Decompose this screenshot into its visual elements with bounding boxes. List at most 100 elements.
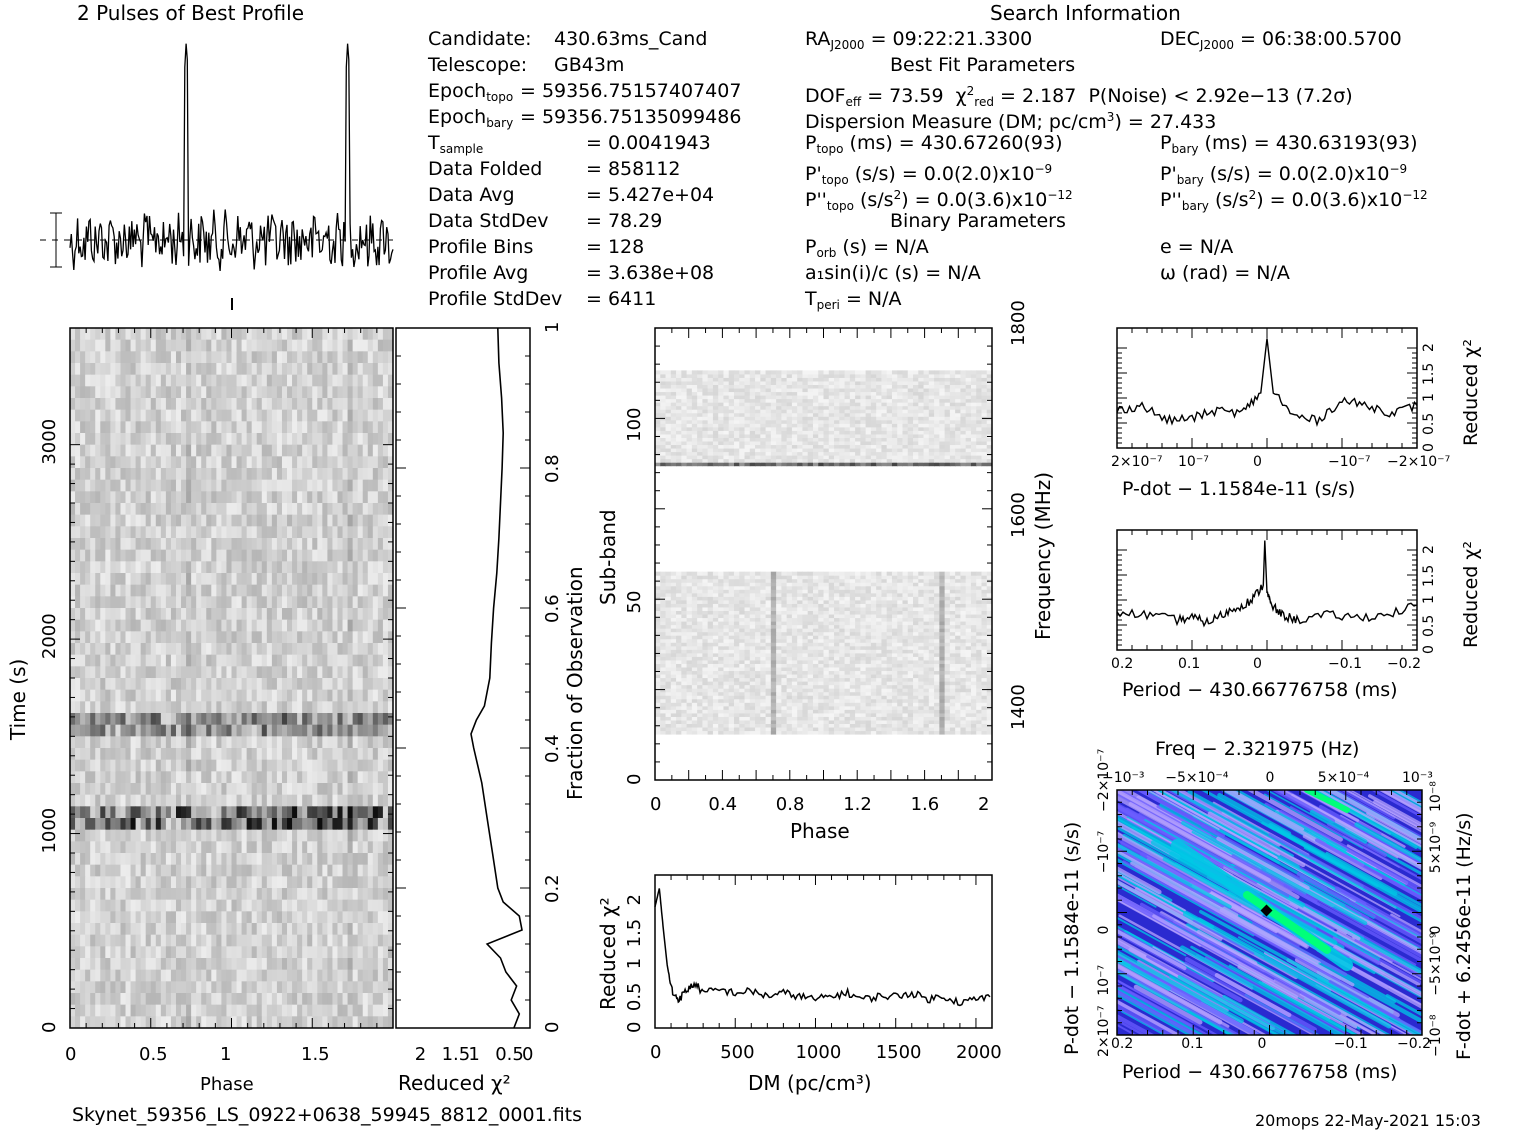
p-pdot-xtick: 0.1 — [1181, 1036, 1203, 1052]
pdot-bary-line: P'bary (s/s) = 0.0(2.0)x10−9 — [1160, 162, 1408, 187]
p-pdot-xlabel: Period − 430.66776758 (ms) — [1122, 1061, 1398, 1083]
a1-line: a₁sin(i)/c (s) = N/A — [805, 262, 981, 284]
period-chi2-plot-xtick: 0.2 — [1111, 656, 1133, 672]
info-label: Profile Bins — [428, 236, 534, 258]
time-phase-xtick: 0 — [65, 1044, 76, 1065]
period-chi2-plot-xlabel: Period − 430.66776758 (ms) — [1122, 679, 1398, 701]
info-value: = 858112 — [586, 158, 681, 180]
time-chi2-xtick: 1.5 — [442, 1044, 471, 1065]
p-pdot-ytick: −2×10⁻⁷ — [1096, 749, 1112, 812]
p-pdot-y2tick: −5×10⁻⁹ — [1428, 932, 1444, 996]
best-fit-marker — [1260, 904, 1273, 917]
p-pdot-xtick: 0 — [1258, 1036, 1267, 1052]
info-value: = 59356.75157407407 — [520, 80, 742, 102]
time-chi2-xtick: 1 — [468, 1044, 479, 1065]
info-value: = 5.427e+04 — [586, 184, 715, 206]
pdot-chi2-plot-ytick: 0.5 — [1421, 413, 1437, 435]
p-pdot-x2tick: 5×10⁻⁴ — [1318, 770, 1370, 786]
time-chi2-line — [470, 327, 523, 1029]
info-value: GB43m — [554, 54, 625, 76]
info-value: 430.63ms_Cand — [554, 28, 708, 50]
time-phase-ylabel: Time (s) — [6, 659, 30, 741]
period-chi2-plot-ytick: 2 — [1421, 545, 1437, 554]
time-chi2-ytick: 0 — [542, 1022, 563, 1033]
p-pdot-y2label: F-dot + 6.2456e-11 (Hz/s) — [1453, 812, 1475, 1060]
info-label: Telescope: — [428, 54, 528, 76]
time-chi2-plot — [470, 327, 523, 1029]
pddot-topo-line: P''topo (s/s2) = 0.0(3.6)x10−12 — [805, 188, 1073, 213]
time-chi2-frame — [395, 327, 531, 1029]
p-pdot-xtick: −0.1 — [1334, 1036, 1368, 1052]
info-label: Epochbary — [428, 106, 514, 130]
p-pdot-y2tick: 5×10⁻⁹ — [1428, 821, 1444, 873]
period-chi2-plot-xtick: −0.1 — [1328, 656, 1362, 672]
time-phase-heatmap — [70, 328, 394, 1029]
dm-xtick: 2000 — [956, 1042, 1002, 1063]
filename: Skynet_59356_LS_0922+0638_59945_8812_000… — [72, 1104, 583, 1126]
pdot-chi2-plot-ytick: 0 — [1421, 443, 1437, 452]
time-phase-ytick: 2000 — [39, 613, 60, 659]
period-chi2-plot-line — [1116, 540, 1418, 628]
profile-plot — [40, 43, 394, 310]
ecc-line: e = N/A — [1160, 236, 1234, 258]
dm-chi2-plot — [654, 888, 991, 1007]
dm-xtick: 0 — [650, 1042, 661, 1063]
pdot-chi2-plot-ylabel: Reduced χ² — [1460, 339, 1482, 446]
time-phase-xtick: 1.5 — [301, 1044, 330, 1065]
period-chi2-plot-xtick: 0.1 — [1178, 656, 1200, 672]
period-chi2-plot-ytick: 0.5 — [1421, 615, 1437, 637]
subband-ytick: 0 — [624, 774, 645, 785]
p-pdot-x2tick: 10⁻³ — [1402, 770, 1433, 786]
pdot-chi2-plot-xtick: 0 — [1253, 454, 1262, 470]
time-phase-xtick: 0.5 — [139, 1044, 168, 1065]
ra-line: RAJ2000 = 09:22:21.3300 — [805, 28, 1033, 52]
dm-ytick: 2 — [624, 894, 645, 905]
freq-axis-title: Freq − 2.321975 (Hz) — [1155, 738, 1359, 760]
profile-title: 2 Pulses of Best Profile — [77, 1, 304, 25]
time-phase-xtick: 1 — [220, 1044, 231, 1065]
dm-ytick: 1.5 — [624, 919, 645, 948]
dm-ylabel: Reduced χ² — [596, 897, 620, 1010]
pdot-chi2-plot-xtick: 2×10⁻⁷ — [1111, 454, 1162, 470]
p-pdot-x2tick: −5×10⁻⁴ — [1165, 770, 1229, 786]
dm-xlabel: DM (pc/cm³) — [748, 1071, 872, 1095]
frequency-tick: 1600 — [1008, 492, 1029, 538]
time-phase-ytick: 1000 — [39, 808, 60, 854]
time-chi2-ytick: 0.8 — [542, 454, 563, 483]
time-chi2-ytick: 0.6 — [542, 594, 563, 623]
subband-phase-heatmap — [655, 370, 993, 735]
p-pdot-ytick: 10⁻⁷ — [1096, 965, 1112, 996]
time-chi2-ylabel: Fraction of Observation — [563, 566, 587, 800]
pbary-line: Pbary (ms) = 430.63193(93) — [1160, 132, 1418, 156]
subband-xtick: 2 — [978, 794, 989, 815]
p-pdot-x2tick: 0 — [1266, 770, 1275, 786]
time-chi2-xtick: 0.5 — [495, 1044, 524, 1065]
pdot-chi2-plot-ytick: 2 — [1421, 343, 1437, 352]
period-chi2-plot-ylabel: Reduced χ² — [1460, 541, 1482, 648]
dm-xtick: 500 — [720, 1042, 754, 1063]
search-info-title: Search Information — [990, 1, 1181, 25]
subband-ytick: 100 — [624, 408, 645, 442]
dm-line: Dispersion Measure (DM; pc/cm3) = 27.433 — [805, 110, 1217, 133]
time-phase-ytick: 3000 — [39, 419, 60, 465]
pdot-chi2-plot-xtick: −2×10⁻⁷ — [1387, 454, 1450, 470]
info-value: = 128 — [586, 236, 645, 258]
dec-line: DECJ2000 = 06:38:00.5700 — [1160, 28, 1402, 52]
info-value: = 78.29 — [586, 210, 663, 232]
p-pdot-ytick: 2×10⁻⁷ — [1096, 1006, 1112, 1057]
info-value: = 0.0041943 — [586, 132, 711, 154]
subband-xtick: 0.8 — [776, 794, 805, 815]
period-chi2-plot-ytick: 1.5 — [1421, 565, 1437, 587]
info-label: Candidate: — [428, 28, 532, 50]
time-phase-xlabel: Phase — [200, 1074, 254, 1095]
pddot-bary-line: P''bary (s/s2) = 0.0(3.6)x10−12 — [1160, 188, 1428, 213]
binary-title: Binary Parameters — [890, 210, 1066, 232]
dm-xtick: 1000 — [795, 1042, 841, 1063]
p-pdot-ylabel: P-dot − 1.1584e-11 (s/s) — [1061, 822, 1083, 1055]
time-chi2-ytick: 0.4 — [542, 734, 563, 763]
info-value: = 3.638e+08 — [586, 262, 715, 284]
time-chi2-xtick: 2 — [415, 1044, 426, 1065]
subband-ylabel: Sub-band — [596, 509, 620, 605]
p-pdot-y2tick: 0 — [1428, 926, 1444, 935]
ptopo-line: Ptopo (ms) = 430.67260(93) — [805, 132, 1063, 156]
